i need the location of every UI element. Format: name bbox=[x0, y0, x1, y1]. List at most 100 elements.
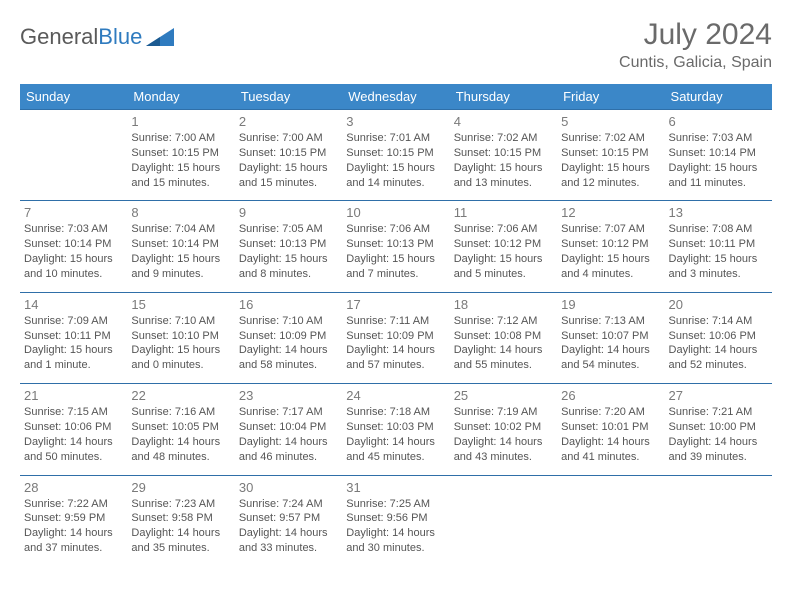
detail-line: Sunset: 10:10 PM bbox=[131, 329, 230, 344]
detail-line: Sunset: 9:58 PM bbox=[131, 511, 230, 526]
day-number: 4 bbox=[454, 114, 553, 129]
detail-line: Sunrise: 7:21 AM bbox=[669, 405, 768, 420]
calendar-cell: 18Sunrise: 7:12 AMSunset: 10:08 PMDaylig… bbox=[450, 292, 557, 383]
location: Cuntis, Galicia, Spain bbox=[619, 54, 772, 72]
detail-line: and 8 minutes. bbox=[239, 267, 338, 282]
detail-line: Daylight: 14 hours bbox=[131, 526, 230, 541]
detail-line: Sunset: 10:15 PM bbox=[131, 146, 230, 161]
day-details: Sunrise: 7:20 AMSunset: 10:01 PMDaylight… bbox=[561, 405, 660, 464]
month-title: July 2024 bbox=[619, 18, 772, 52]
detail-line: Sunrise: 7:05 AM bbox=[239, 222, 338, 237]
detail-line: Daylight: 14 hours bbox=[24, 435, 123, 450]
detail-line: Daylight: 14 hours bbox=[454, 343, 553, 358]
header-sunday: Sunday bbox=[20, 84, 127, 110]
detail-line: and 5 minutes. bbox=[454, 267, 553, 282]
detail-line: and 11 minutes. bbox=[669, 176, 768, 191]
day-details: Sunrise: 7:00 AMSunset: 10:15 PMDaylight… bbox=[239, 131, 338, 190]
calendar-cell: 17Sunrise: 7:11 AMSunset: 10:09 PMDaylig… bbox=[342, 292, 449, 383]
calendar-cell: 11Sunrise: 7:06 AMSunset: 10:12 PMDaylig… bbox=[450, 201, 557, 292]
detail-line: and 0 minutes. bbox=[131, 358, 230, 373]
day-details: Sunrise: 7:23 AMSunset: 9:58 PMDaylight:… bbox=[131, 497, 230, 556]
calendar-cell: 13 Sunrise: 7:08 AMSunset: 10:11 PMDaylig… bbox=[665, 201, 772, 292]
detail-line: Sunset: 10:15 PM bbox=[346, 146, 445, 161]
detail-line: and 39 minutes. bbox=[669, 450, 768, 465]
detail-line: Sunrise: 7:04 AM bbox=[131, 222, 230, 237]
calendar-cell: 10Sunrise: 7:06 AMSunset: 10:13 PMDaylig… bbox=[342, 201, 449, 292]
detail-line: Sunrise: 7:02 AM bbox=[561, 131, 660, 146]
detail-line: Daylight: 14 hours bbox=[454, 435, 553, 450]
day-details: Sunrise: 7:03 AMSunset: 10:14 PMDaylight… bbox=[24, 222, 123, 281]
detail-line: Sunset: 10:02 PM bbox=[454, 420, 553, 435]
detail-line: Sunset: 9:57 PM bbox=[239, 511, 338, 526]
detail-line: and 54 minutes. bbox=[561, 358, 660, 373]
calendar-cell: 26 Sunrise: 7:20 AMSunset: 10:01 PMDaylig… bbox=[557, 384, 664, 475]
day-details: Sunrise: 7:01 AMSunset: 10:15 PMDaylight… bbox=[346, 131, 445, 190]
day-details: Sunrise: 7:18 AMSunset: 10:03 PMDaylight… bbox=[346, 405, 445, 464]
calendar-cell bbox=[450, 475, 557, 566]
detail-line: Daylight: 14 hours bbox=[239, 435, 338, 450]
detail-line: Daylight: 15 hours bbox=[239, 252, 338, 267]
detail-line: Sunrise: 7:16 AM bbox=[131, 405, 230, 420]
logo: GeneralBlue bbox=[20, 24, 174, 50]
detail-line: Daylight: 14 hours bbox=[561, 435, 660, 450]
detail-line: Sunset: 10:14 PM bbox=[131, 237, 230, 252]
detail-line: Sunset: 10:07 PM bbox=[561, 329, 660, 344]
detail-line: Sunrise: 7:03 AM bbox=[24, 222, 123, 237]
day-details: Sunrise: 7:19 AMSunset: 10:02 PMDaylight… bbox=[454, 405, 553, 464]
day-details: Sunrise: 7:16 AMSunset: 10:05 PMDaylight… bbox=[131, 405, 230, 464]
day-number: 21 bbox=[24, 388, 123, 403]
detail-line: and 1 minute. bbox=[24, 358, 123, 373]
day-details: Sunrise: 7:08 AMSunset: 10:11 PMDaylight… bbox=[669, 222, 768, 281]
day-details: Sunrise: 7:22 AMSunset: 9:59 PMDaylight:… bbox=[24, 497, 123, 556]
detail-line: Sunset: 10:09 PM bbox=[239, 329, 338, 344]
calendar-cell: 28Sunrise: 7:22 AMSunset: 9:59 PMDayligh… bbox=[20, 475, 127, 566]
detail-line: Sunset: 10:01 PM bbox=[561, 420, 660, 435]
day-number: 26 bbox=[561, 388, 660, 403]
day-details: Sunrise: 7:17 AMSunset: 10:04 PMDaylight… bbox=[239, 405, 338, 464]
detail-line: and 3 minutes. bbox=[669, 267, 768, 282]
detail-line: Sunrise: 7:13 AM bbox=[561, 314, 660, 329]
detail-line: and 46 minutes. bbox=[239, 450, 338, 465]
day-number: 18 bbox=[454, 297, 553, 312]
detail-line: Daylight: 15 hours bbox=[131, 252, 230, 267]
detail-line: Sunset: 10:09 PM bbox=[346, 329, 445, 344]
calendar-cell: 8 Sunrise: 7:04 AMSunset: 10:14 PMDayligh… bbox=[127, 201, 234, 292]
calendar-cell bbox=[665, 475, 772, 566]
calendar-row: 21Sunrise: 7:15 AMSunset: 10:06 PMDaylig… bbox=[20, 384, 772, 475]
day-details: Sunrise: 7:21 AMSunset: 10:00 PMDaylight… bbox=[669, 405, 768, 464]
detail-line: and 9 minutes. bbox=[131, 267, 230, 282]
calendar-cell: 1Sunrise: 7:00 AMSunset: 10:15 PMDayligh… bbox=[127, 110, 234, 201]
detail-line: Sunset: 9:56 PM bbox=[346, 511, 445, 526]
detail-line: Sunset: 10:06 PM bbox=[24, 420, 123, 435]
detail-line: Sunset: 10:11 PM bbox=[24, 329, 123, 344]
detail-line: Sunrise: 7:19 AM bbox=[454, 405, 553, 420]
detail-line: and 50 minutes. bbox=[24, 450, 123, 465]
detail-line: Daylight: 15 hours bbox=[131, 343, 230, 358]
header-wednesday: Wednesday bbox=[342, 84, 449, 110]
detail-line: Sunrise: 7:20 AM bbox=[561, 405, 660, 420]
detail-line: Sunset: 10:11 PM bbox=[669, 237, 768, 252]
detail-line: and 12 minutes. bbox=[561, 176, 660, 191]
detail-line: Daylight: 14 hours bbox=[561, 343, 660, 358]
detail-line: Daylight: 14 hours bbox=[669, 435, 768, 450]
day-number: 13 bbox=[669, 205, 768, 220]
detail-line: and 41 minutes. bbox=[561, 450, 660, 465]
calendar-cell: 6Sunrise: 7:03 AMSunset: 10:14 PMDayligh… bbox=[665, 110, 772, 201]
detail-line: and 15 minutes. bbox=[239, 176, 338, 191]
day-number: 8 bbox=[131, 205, 230, 220]
logo-triangle-icon bbox=[146, 28, 174, 46]
calendar-cell: 25Sunrise: 7:19 AMSunset: 10:02 PMDaylig… bbox=[450, 384, 557, 475]
detail-line: Daylight: 14 hours bbox=[131, 435, 230, 450]
detail-line: Daylight: 14 hours bbox=[346, 343, 445, 358]
detail-line: and 13 minutes. bbox=[454, 176, 553, 191]
calendar-cell: 21Sunrise: 7:15 AMSunset: 10:06 PMDaylig… bbox=[20, 384, 127, 475]
detail-line: Sunset: 10:15 PM bbox=[561, 146, 660, 161]
header-thursday: Thursday bbox=[450, 84, 557, 110]
day-details: Sunrise: 7:06 AMSunset: 10:13 PMDaylight… bbox=[346, 222, 445, 281]
detail-line: Sunrise: 7:12 AM bbox=[454, 314, 553, 329]
calendar-table: Sunday Monday Tuesday Wednesday Thursday… bbox=[20, 84, 772, 566]
day-number: 14 bbox=[24, 297, 123, 312]
day-details: Sunrise: 7:10 AMSunset: 10:10 PMDaylight… bbox=[131, 314, 230, 373]
detail-line: Daylight: 15 hours bbox=[454, 252, 553, 267]
title-block: July 2024 Cuntis, Galicia, Spain bbox=[619, 18, 772, 72]
